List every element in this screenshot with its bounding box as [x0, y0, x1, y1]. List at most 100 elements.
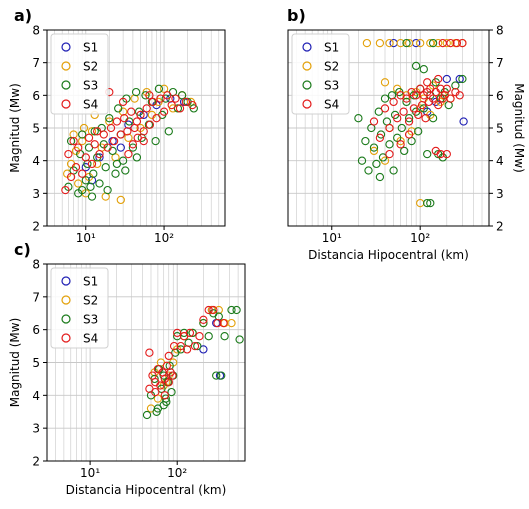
- y-tick-label: 6: [32, 323, 40, 337]
- legend-label: S4: [324, 98, 339, 112]
- data-point: [404, 114, 414, 123]
- data-point: [142, 104, 151, 113]
- data-point: [173, 104, 183, 113]
- x-tick-label: 10²: [167, 466, 187, 480]
- data-point: [106, 123, 116, 133]
- data-point: [396, 38, 405, 48]
- data-point: [369, 143, 379, 152]
- legend-label: S1: [83, 41, 98, 55]
- data-point: [399, 107, 408, 116]
- legend-marker: [61, 295, 71, 305]
- data-point: [87, 127, 97, 136]
- data-point: [423, 78, 432, 87]
- data-point: [369, 117, 379, 126]
- legend-box: [50, 267, 109, 349]
- data-point: [204, 332, 213, 341]
- y-tick-label: 3: [496, 187, 504, 201]
- data-point: [163, 91, 172, 100]
- y-tick-label: 2: [32, 455, 40, 469]
- data-point: [455, 91, 464, 100]
- data-point: [193, 341, 202, 351]
- data-point: [426, 198, 435, 208]
- data-point: [66, 136, 76, 146]
- data-point: [148, 97, 158, 107]
- legend-label: S3: [83, 313, 98, 327]
- data-point: [385, 140, 394, 149]
- data-point: [112, 159, 122, 169]
- data-point: [416, 84, 425, 93]
- legend-label: S2: [83, 60, 98, 74]
- data-point: [118, 97, 128, 107]
- data-point: [188, 328, 197, 338]
- data-point: [177, 91, 187, 100]
- y-tick-label: 3: [32, 187, 40, 201]
- series-S2: [362, 38, 467, 208]
- data-point: [459, 117, 468, 126]
- data-point: [132, 153, 142, 162]
- data-point: [156, 381, 165, 390]
- data-point: [124, 149, 133, 159]
- panel-label: c): [14, 240, 31, 259]
- data-point: [78, 130, 87, 139]
- data-point: [414, 127, 423, 136]
- y-tick-label: 7: [32, 290, 40, 304]
- y-tick-label: 6: [32, 89, 40, 103]
- x-tick-label: 10²: [410, 231, 430, 245]
- data-point: [442, 38, 451, 48]
- y-tick-label: 2: [496, 220, 504, 234]
- data-point: [151, 387, 160, 397]
- data-point: [64, 149, 73, 159]
- data-point: [139, 136, 148, 146]
- data-point: [213, 318, 222, 328]
- legend-marker: [302, 99, 312, 109]
- legend-label: S4: [83, 98, 98, 112]
- data-point: [111, 169, 120, 178]
- data-point: [212, 371, 221, 380]
- data-point: [404, 130, 414, 139]
- data-point: [217, 371, 226, 380]
- data-point: [132, 117, 142, 126]
- data-point: [195, 332, 204, 341]
- x-axis-label: Distancia Hipocentral (km): [308, 248, 469, 262]
- legend-marker: [61, 80, 71, 90]
- data-point: [173, 328, 182, 338]
- data-point: [397, 123, 406, 133]
- data-point: [375, 172, 385, 182]
- data-point: [421, 114, 430, 123]
- data-point: [167, 100, 176, 110]
- data-point: [90, 127, 99, 136]
- data-point: [112, 117, 122, 126]
- data-point: [81, 176, 90, 185]
- data-point: [442, 84, 451, 93]
- data-point: [141, 91, 150, 100]
- data-point: [136, 110, 145, 120]
- data-point: [154, 84, 164, 93]
- data-point: [199, 318, 208, 328]
- y-tick-label: 7: [496, 56, 504, 70]
- data-point: [101, 163, 110, 172]
- panel-label: a): [14, 6, 32, 25]
- data-point: [380, 94, 390, 103]
- data-point: [139, 127, 148, 136]
- data-point: [389, 166, 398, 175]
- data-point: [375, 133, 385, 142]
- data-point: [121, 166, 130, 175]
- data-point: [171, 94, 180, 103]
- data-point: [69, 136, 78, 146]
- data-point: [402, 97, 411, 107]
- legend-marker: [302, 61, 312, 71]
- data-point: [380, 78, 390, 87]
- data-point: [417, 100, 427, 110]
- data-point: [232, 305, 241, 315]
- data-point: [190, 341, 200, 351]
- data-point: [458, 38, 467, 48]
- data-point: [393, 133, 402, 142]
- data-point: [409, 104, 419, 113]
- legend-label: S4: [83, 332, 98, 346]
- y-tick-label: 3: [32, 422, 40, 436]
- x-tick-label: 10¹: [80, 466, 100, 480]
- data-point: [227, 305, 236, 315]
- x-tick-label: 10¹: [76, 231, 96, 245]
- data-point: [128, 143, 138, 152]
- data-point: [78, 185, 87, 195]
